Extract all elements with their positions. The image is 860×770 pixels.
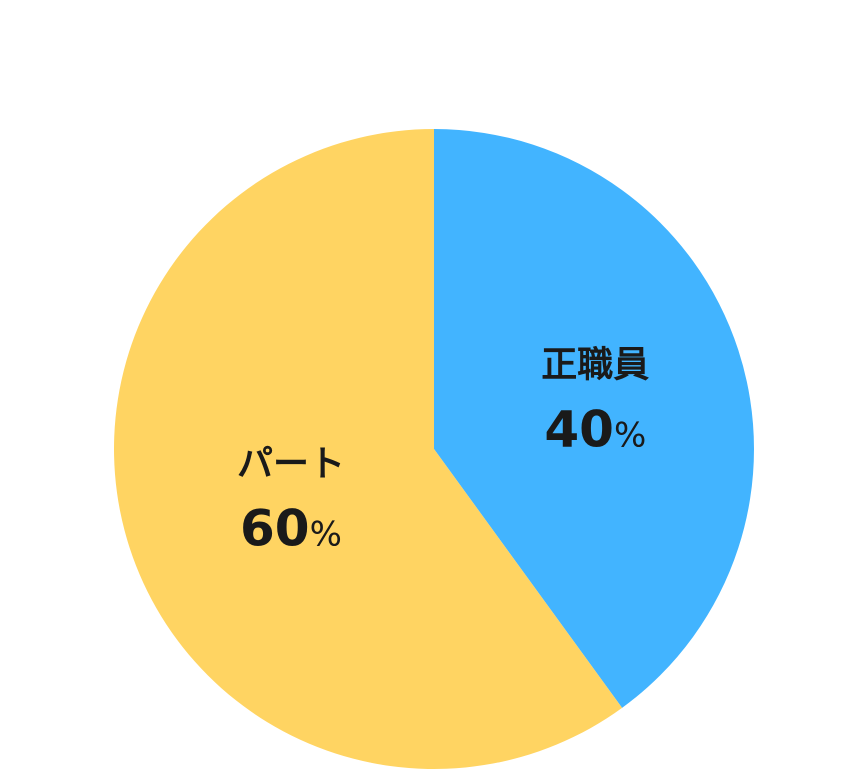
slice-value-unit: % [310, 514, 342, 554]
slice-label: 正職員 [541, 345, 649, 386]
pie-slice-1 [434, 129, 754, 708]
pie-slice-2 [114, 129, 623, 770]
slice-value-number: 40 [544, 401, 614, 459]
slice-value-number: 60 [240, 499, 310, 557]
slice-value: 60% [240, 499, 342, 557]
slice-value-unit: % [614, 416, 646, 456]
slice-label: パート [237, 443, 345, 484]
slice-value: 40% [544, 401, 646, 459]
